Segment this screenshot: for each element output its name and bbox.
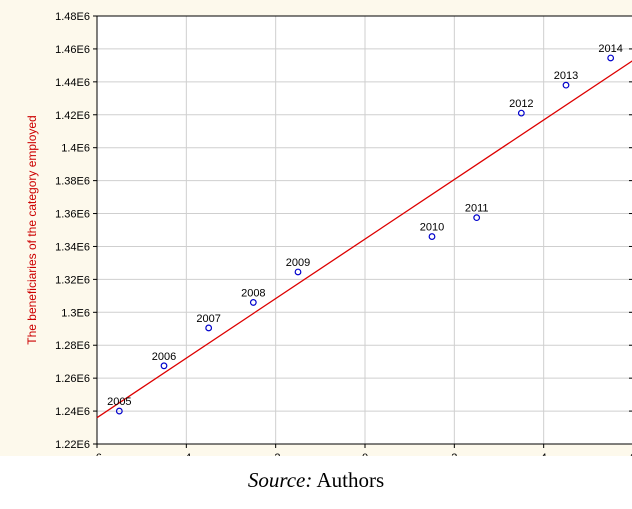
y-tick-label: 1.32E6 [55,274,90,286]
y-tick-label: 1.46E6 [55,44,90,56]
y-tick-label: 1.28E6 [55,340,90,352]
point-label: 2005 [107,396,131,408]
source-caption-text: Authors [312,468,385,492]
y-tick-label: 1.38E6 [55,176,90,188]
data-point [160,362,168,370]
point-label: 2007 [196,313,220,325]
data-point [115,407,123,415]
data-point [205,324,213,332]
point-label: 2010 [420,222,444,234]
chart-frame: -6 -4 -2 0 2 4 6 1.22E6 1.24E6 1.26E6 1.28E6 1.3E6 1… [0,0,632,456]
x-tick-label: -4 [181,452,191,456]
data-point [294,268,302,276]
data-points: 2005 2006 2007 2008 2009 2010 2011 2012 2013 2014 [107,43,623,415]
data-point [249,299,257,306]
x-tick-label: -2 [271,452,281,456]
y-tick-label: 1.4E6 [61,143,90,155]
data-point [517,109,525,117]
y-tick-label: 1.48E6 [55,11,90,23]
data-point [473,214,481,222]
data-point [607,54,615,62]
x-tick-label: 0 [362,452,368,456]
point-label: 2008 [241,287,265,299]
y-tick-label: 1.26E6 [55,373,90,385]
y-tick-label: 1.24E6 [55,406,90,418]
point-label: 2011 [465,203,489,215]
fit-line [96,60,632,419]
y-tick-label: 1.34E6 [55,241,90,253]
x-tick-label: 6 [630,452,632,456]
y-tick-label: 1.36E6 [55,209,90,221]
data-point [428,233,436,240]
x-tick-label: 2 [451,452,457,456]
y-tick-label: 1.42E6 [55,110,90,122]
point-label: 2009 [286,257,310,269]
x-tick-label: -6 [92,452,102,456]
y-tick-label: 1.22E6 [55,439,90,451]
y-axis-label: The beneficiaries of the category employ… [25,115,39,344]
scatter-chart: -6 -4 -2 0 2 4 6 1.22E6 1.24E6 1.26E6 1.28E6 1.3E6 1… [25,11,632,456]
x-tick-label: 4 [541,452,547,456]
data-point [562,81,570,89]
y-tick-label: 1.3E6 [61,307,90,319]
source-caption: Source: Authors [0,468,632,493]
point-label: 2006 [152,351,176,363]
source-caption-label: Source: [247,468,313,492]
regression-line [96,60,632,419]
point-label: 2013 [554,70,578,82]
axes: -6 -4 -2 0 2 4 6 1.22E6 1.24E6 1.26E6 1.28E6 1.3E6 1… [55,11,632,456]
y-tick-label: 1.44E6 [55,77,90,89]
point-label: 2014 [598,43,622,55]
point-label: 2012 [509,98,533,110]
